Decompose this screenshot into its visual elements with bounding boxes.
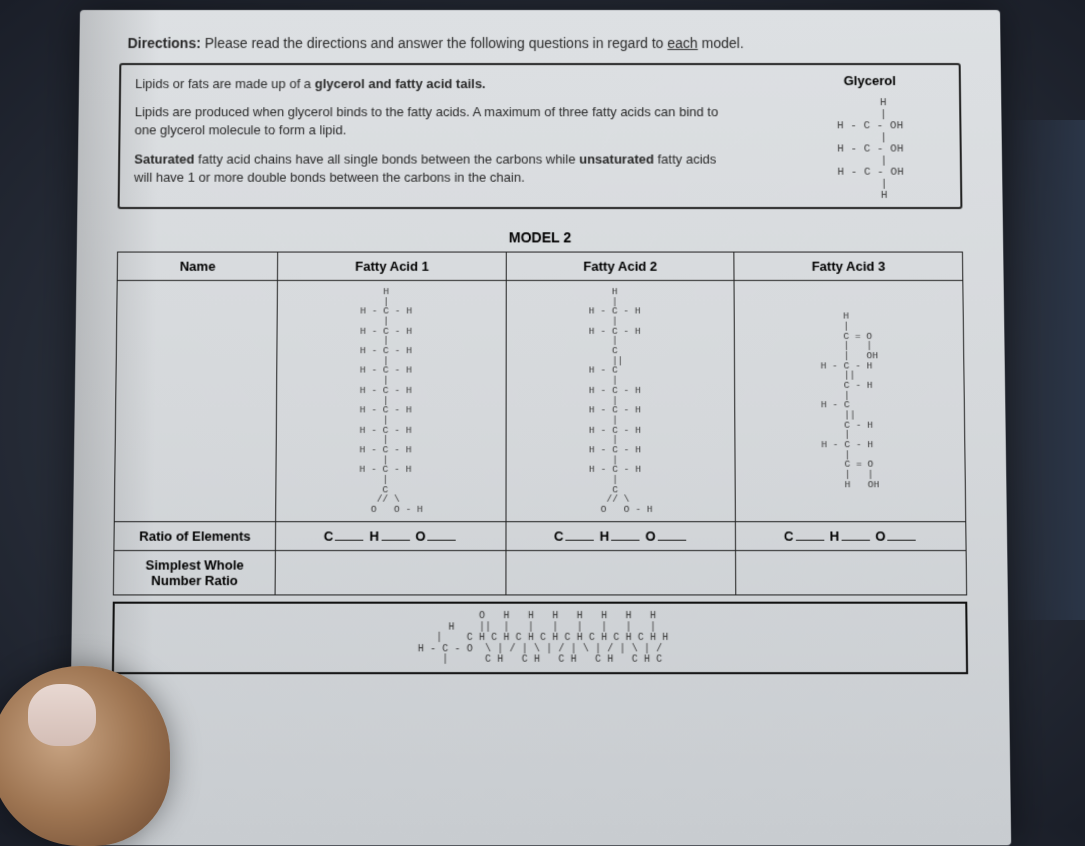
background-shadow [1005,120,1085,620]
blank-c2[interactable] [565,528,593,540]
directions-text: Please read the directions and answer th… [205,35,744,51]
fa2-structure-cell: H | H - C - H | H - C - H | C || H - C |… [506,280,736,521]
fa3-structure: H | C = O | | | OH H - C - H || C - H | … [820,312,879,490]
simplest-fa2[interactable] [506,551,736,595]
ratio-o: O [875,528,885,543]
ratio-c: C [784,528,794,543]
ratio-fa3[interactable]: C H O [736,522,966,551]
header-fa2: Fatty Acid 2 [506,252,734,280]
ratio-fa1[interactable]: C H O [276,522,506,551]
ratio-label: Ratio of Elements [114,522,276,551]
table-header-row: Name Fatty Acid 1 Fatty Acid 2 Fatty Aci… [117,252,963,280]
ratio-c: C [324,528,334,543]
blank-o3[interactable] [887,528,916,540]
directions-label: Directions: [128,35,201,51]
info-text: Lipids or fats are made up of a glycerol… [134,75,719,187]
header-name: Name [117,252,278,280]
ratio-row: Ratio of Elements C H O C H O C H O [114,522,966,551]
simplest-label: Simplest Whole Number Ratio [113,551,275,595]
worksheet-paper: Directions: Please read the directions a… [69,10,1011,845]
fa3-structure-cell: H | C = O | | | OH H - C - H || C - H | … [734,280,965,521]
header-fa1: Fatty Acid 1 [278,252,506,280]
simplest-fa1[interactable] [275,551,505,595]
glycerol-block: Glycerol H | H - C - OH | H - C - OH | H… [794,73,946,203]
thumbnail-nail [28,684,96,746]
blank-h2[interactable] [611,528,639,540]
fa1-structure-cell: H | H - C - H | H - C - H | H - C - H | … [276,280,506,521]
structure-row: H | H - C - H | H - C - H | H - C - H | … [114,280,965,521]
directions-line: Directions: Please read the directions a… [119,35,960,51]
ratio-o: O [415,528,425,543]
blank-h3[interactable] [841,528,870,540]
ratio-h: H [600,528,610,543]
model-title: MODEL 2 [117,229,963,245]
ratio-fa2[interactable]: C H O [506,522,736,551]
info-line-3: Saturated fatty acid chains have all sin… [134,150,719,187]
ratio-h: H [370,528,380,543]
ratio-h: H [829,528,839,543]
fa1-structure: H | H - C - H | H - C - H | H - C - H | … [359,287,423,515]
ratio-o: O [645,528,655,543]
info-line-2: Lipids are produced when glycerol binds … [134,103,718,140]
name-cell-empty[interactable] [114,280,278,521]
fa2-structure: H | H - C - H | H - C - H | C || H - C |… [589,287,653,515]
thumb-photo-element [0,666,170,846]
ratio-c: C [554,528,564,543]
blank-c3[interactable] [795,528,824,540]
blank-o2[interactable] [658,528,686,540]
bottom-structure: O H H H H H H H H || | | | | | | | | C H… [412,612,669,666]
header-fa3: Fatty Acid 3 [734,252,962,280]
simplest-fa3[interactable] [736,551,967,595]
info-line-1: Lipids or fats are made up of a glycerol… [135,75,718,93]
info-box: Lipids or fats are made up of a glycerol… [118,63,963,209]
model-table: Name Fatty Acid 1 Fatty Acid 2 Fatty Aci… [113,251,967,595]
glycerol-title: Glycerol [794,73,944,88]
simplest-row: Simplest Whole Number Ratio [113,551,966,595]
blank-c1[interactable] [335,528,363,540]
blank-h1[interactable] [381,528,409,540]
bottom-structure-box: O H H H H H H H H || | | | | | | | | C H… [112,602,968,675]
blank-o1[interactable] [428,528,456,540]
glycerol-structure: H | H - C - OH | H - C - OH | H - C - OH… [795,98,947,203]
